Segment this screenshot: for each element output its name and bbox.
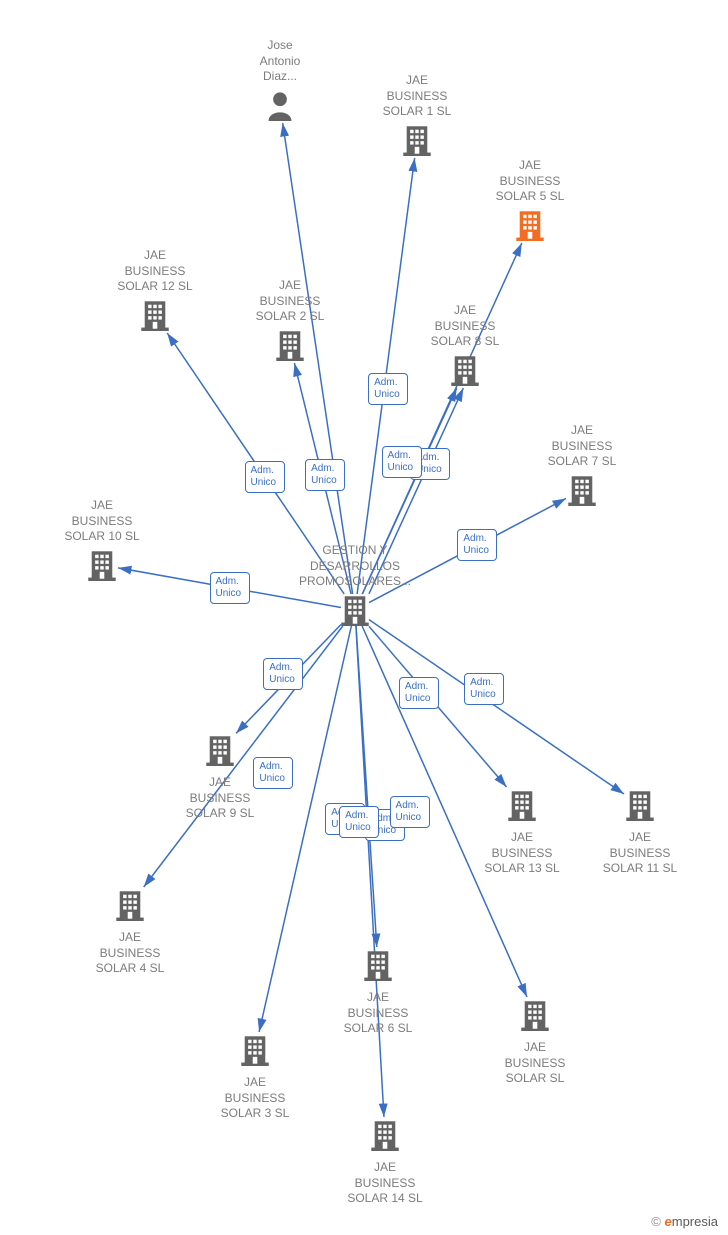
edge	[362, 243, 522, 594]
node-solar10[interactable]: JAE BUSINESS SOLAR 10 SL	[42, 498, 162, 586]
edge	[356, 626, 384, 1117]
diagram-canvas: © empresia GESTION Y DESARROLLOS PROMOSO…	[0, 0, 728, 1235]
building-icon	[141, 299, 169, 336]
node-solar6[interactable]: JAE BUSINESS SOLAR 6 SL	[318, 949, 438, 1037]
building-icon	[88, 549, 116, 586]
node-solar4[interactable]: JAE BUSINESS SOLAR 4 SL	[70, 889, 190, 977]
edge-label: Adm. Unico	[245, 461, 285, 493]
node-solar14[interactable]: JAE BUSINESS SOLAR 14 SL	[325, 1119, 445, 1207]
node-center[interactable]: GESTION Y DESARROLLOS PROMOSOLARES...	[295, 543, 415, 631]
edge-label: Adm. Unico	[263, 658, 303, 690]
node-solar2[interactable]: JAE BUSINESS SOLAR 2 SL	[230, 278, 350, 366]
node-label: JAE BUSINESS SOLAR 12 SL	[95, 248, 215, 295]
edge-label: Adm. Unico	[368, 373, 408, 405]
node-label: Jose Antonio Diaz...	[220, 38, 340, 85]
node-label: JAE BUSINESS SOLAR SL	[475, 1040, 595, 1087]
building-icon	[516, 209, 544, 246]
node-solar5[interactable]: JAE BUSINESS SOLAR 5 SL	[470, 158, 590, 246]
edge-label: Adm. Unico	[390, 796, 430, 828]
node-label: GESTION Y DESARROLLOS PROMOSOLARES...	[295, 543, 415, 590]
node-label: JAE BUSINESS SOLAR 11 SL	[580, 830, 700, 877]
node-solar7[interactable]: JAE BUSINESS SOLAR 7 SL	[522, 423, 642, 511]
edge-label: Adm. Unico	[210, 572, 250, 604]
building-icon	[626, 789, 654, 826]
watermark: © empresia	[651, 1214, 718, 1229]
node-label: JAE BUSINESS SOLAR 10 SL	[42, 498, 162, 545]
edge-label: Adm. Unico	[464, 673, 504, 705]
node-label: JAE BUSINESS SOLAR 5 SL	[470, 158, 590, 205]
node-label: JAE BUSINESS SOLAR 3 SL	[195, 1075, 315, 1122]
edge-label: Adm. Unico	[253, 757, 293, 789]
node-solar3[interactable]: JAE BUSINESS SOLAR 3 SL	[195, 1034, 315, 1122]
node-solar8[interactable]: JAE BUSINESS SOLAR 8 SL	[405, 303, 525, 391]
building-icon	[568, 474, 596, 511]
building-icon	[364, 949, 392, 986]
building-icon	[371, 1119, 399, 1156]
edge-label: Adm. Unico	[399, 677, 439, 709]
node-label: JAE BUSINESS SOLAR 7 SL	[522, 423, 642, 470]
node-sol[interactable]: JAE BUSINESS SOLAR SL	[475, 999, 595, 1087]
building-icon	[206, 734, 234, 771]
building-icon	[241, 1034, 269, 1071]
person-icon	[266, 89, 294, 126]
node-solar11[interactable]: JAE BUSINESS SOLAR 11 SL	[580, 789, 700, 877]
building-icon	[116, 889, 144, 926]
building-icon	[403, 124, 431, 161]
node-label: JAE BUSINESS SOLAR 6 SL	[318, 990, 438, 1037]
brand-rest: mpresia	[672, 1214, 718, 1229]
node-solar13[interactable]: JAE BUSINESS SOLAR 13 SL	[462, 789, 582, 877]
node-solar1[interactable]: JAE BUSINESS SOLAR 1 SL	[357, 73, 477, 161]
building-icon	[276, 329, 304, 366]
copyright-symbol: ©	[651, 1214, 661, 1229]
building-icon	[521, 999, 549, 1036]
node-label: JAE BUSINESS SOLAR 1 SL	[357, 73, 477, 120]
node-label: JAE BUSINESS SOLAR 8 SL	[405, 303, 525, 350]
edge-label: Adm. Unico	[382, 446, 422, 478]
node-solar12[interactable]: JAE BUSINESS SOLAR 12 SL	[95, 248, 215, 336]
node-label: JAE BUSINESS SOLAR 14 SL	[325, 1160, 445, 1207]
edge-label: Adm. Unico	[339, 806, 379, 838]
node-label: JAE BUSINESS SOLAR 2 SL	[230, 278, 350, 325]
edge	[356, 626, 377, 947]
edge-label: Adm. Unico	[457, 529, 497, 561]
node-label: JAE BUSINESS SOLAR 4 SL	[70, 930, 190, 977]
building-icon	[508, 789, 536, 826]
node-person[interactable]: Jose Antonio Diaz...	[220, 38, 340, 126]
building-icon	[341, 594, 369, 631]
building-icon	[451, 354, 479, 391]
edge-label: Adm. Unico	[305, 459, 345, 491]
node-label: JAE BUSINESS SOLAR 13 SL	[462, 830, 582, 877]
brand-e: e	[665, 1214, 672, 1229]
